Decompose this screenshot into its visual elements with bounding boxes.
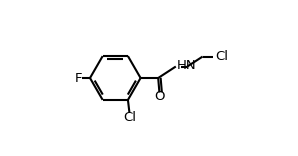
Text: HN: HN — [177, 59, 197, 72]
Text: F: F — [75, 71, 83, 85]
Text: Cl: Cl — [123, 111, 136, 124]
Text: O: O — [154, 90, 165, 103]
Text: Cl: Cl — [215, 50, 228, 63]
